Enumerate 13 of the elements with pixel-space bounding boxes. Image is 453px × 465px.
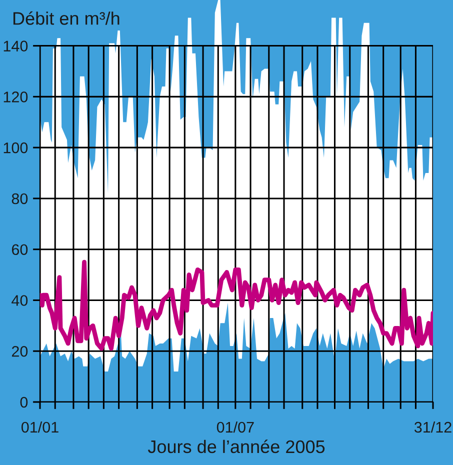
y-tick-label: 80 [12,193,28,204]
x-axis-title: Jours de l’année 2005 [148,440,325,454]
y-tick-label: 0 [20,396,28,408]
y-tick-label: 20 [12,346,28,357]
y-tick-label: 60 [12,244,28,256]
y-tick-label: 40 [12,295,28,306]
x-tick-label: 01/01 [21,421,58,433]
y-tick-label: 140 [4,40,28,52]
x-tick-label: 31/12 [414,421,452,433]
y-axis-title: Débit en m³/h [13,11,120,25]
x-tick-label: 01/07 [216,421,254,433]
y-tick-label: 120 [4,92,28,102]
y-tick-label: 100 [4,142,28,154]
